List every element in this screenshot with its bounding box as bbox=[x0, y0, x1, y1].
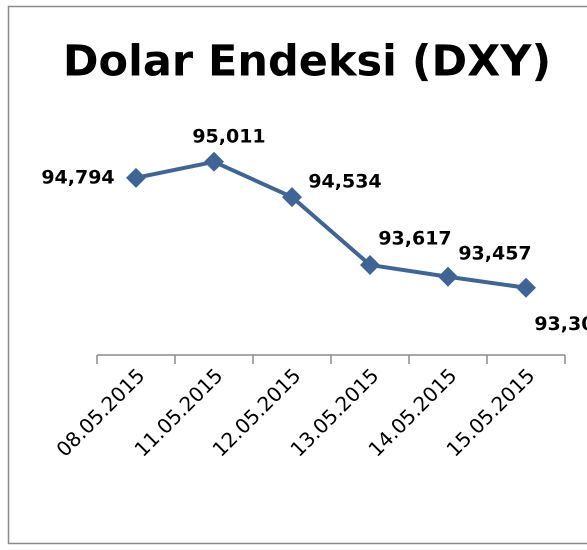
data-label: 94,534 bbox=[308, 171, 381, 193]
data-label: 95,011 bbox=[192, 125, 265, 147]
chart-border bbox=[7, 5, 587, 545]
line-series bbox=[135, 159, 527, 290]
data-point bbox=[126, 167, 146, 188]
chart-title: Dolar Endeksi (DXY) bbox=[63, 37, 551, 87]
data-label: 93,617 bbox=[378, 227, 451, 249]
data-point bbox=[516, 277, 536, 298]
data-point bbox=[204, 151, 224, 172]
data-label: 93,309 bbox=[534, 313, 587, 335]
data-point bbox=[438, 266, 458, 287]
data-label: 93,457 bbox=[458, 242, 531, 264]
data-point bbox=[282, 187, 302, 208]
data-label: 94,794 bbox=[41, 166, 114, 188]
data-point bbox=[360, 254, 380, 275]
